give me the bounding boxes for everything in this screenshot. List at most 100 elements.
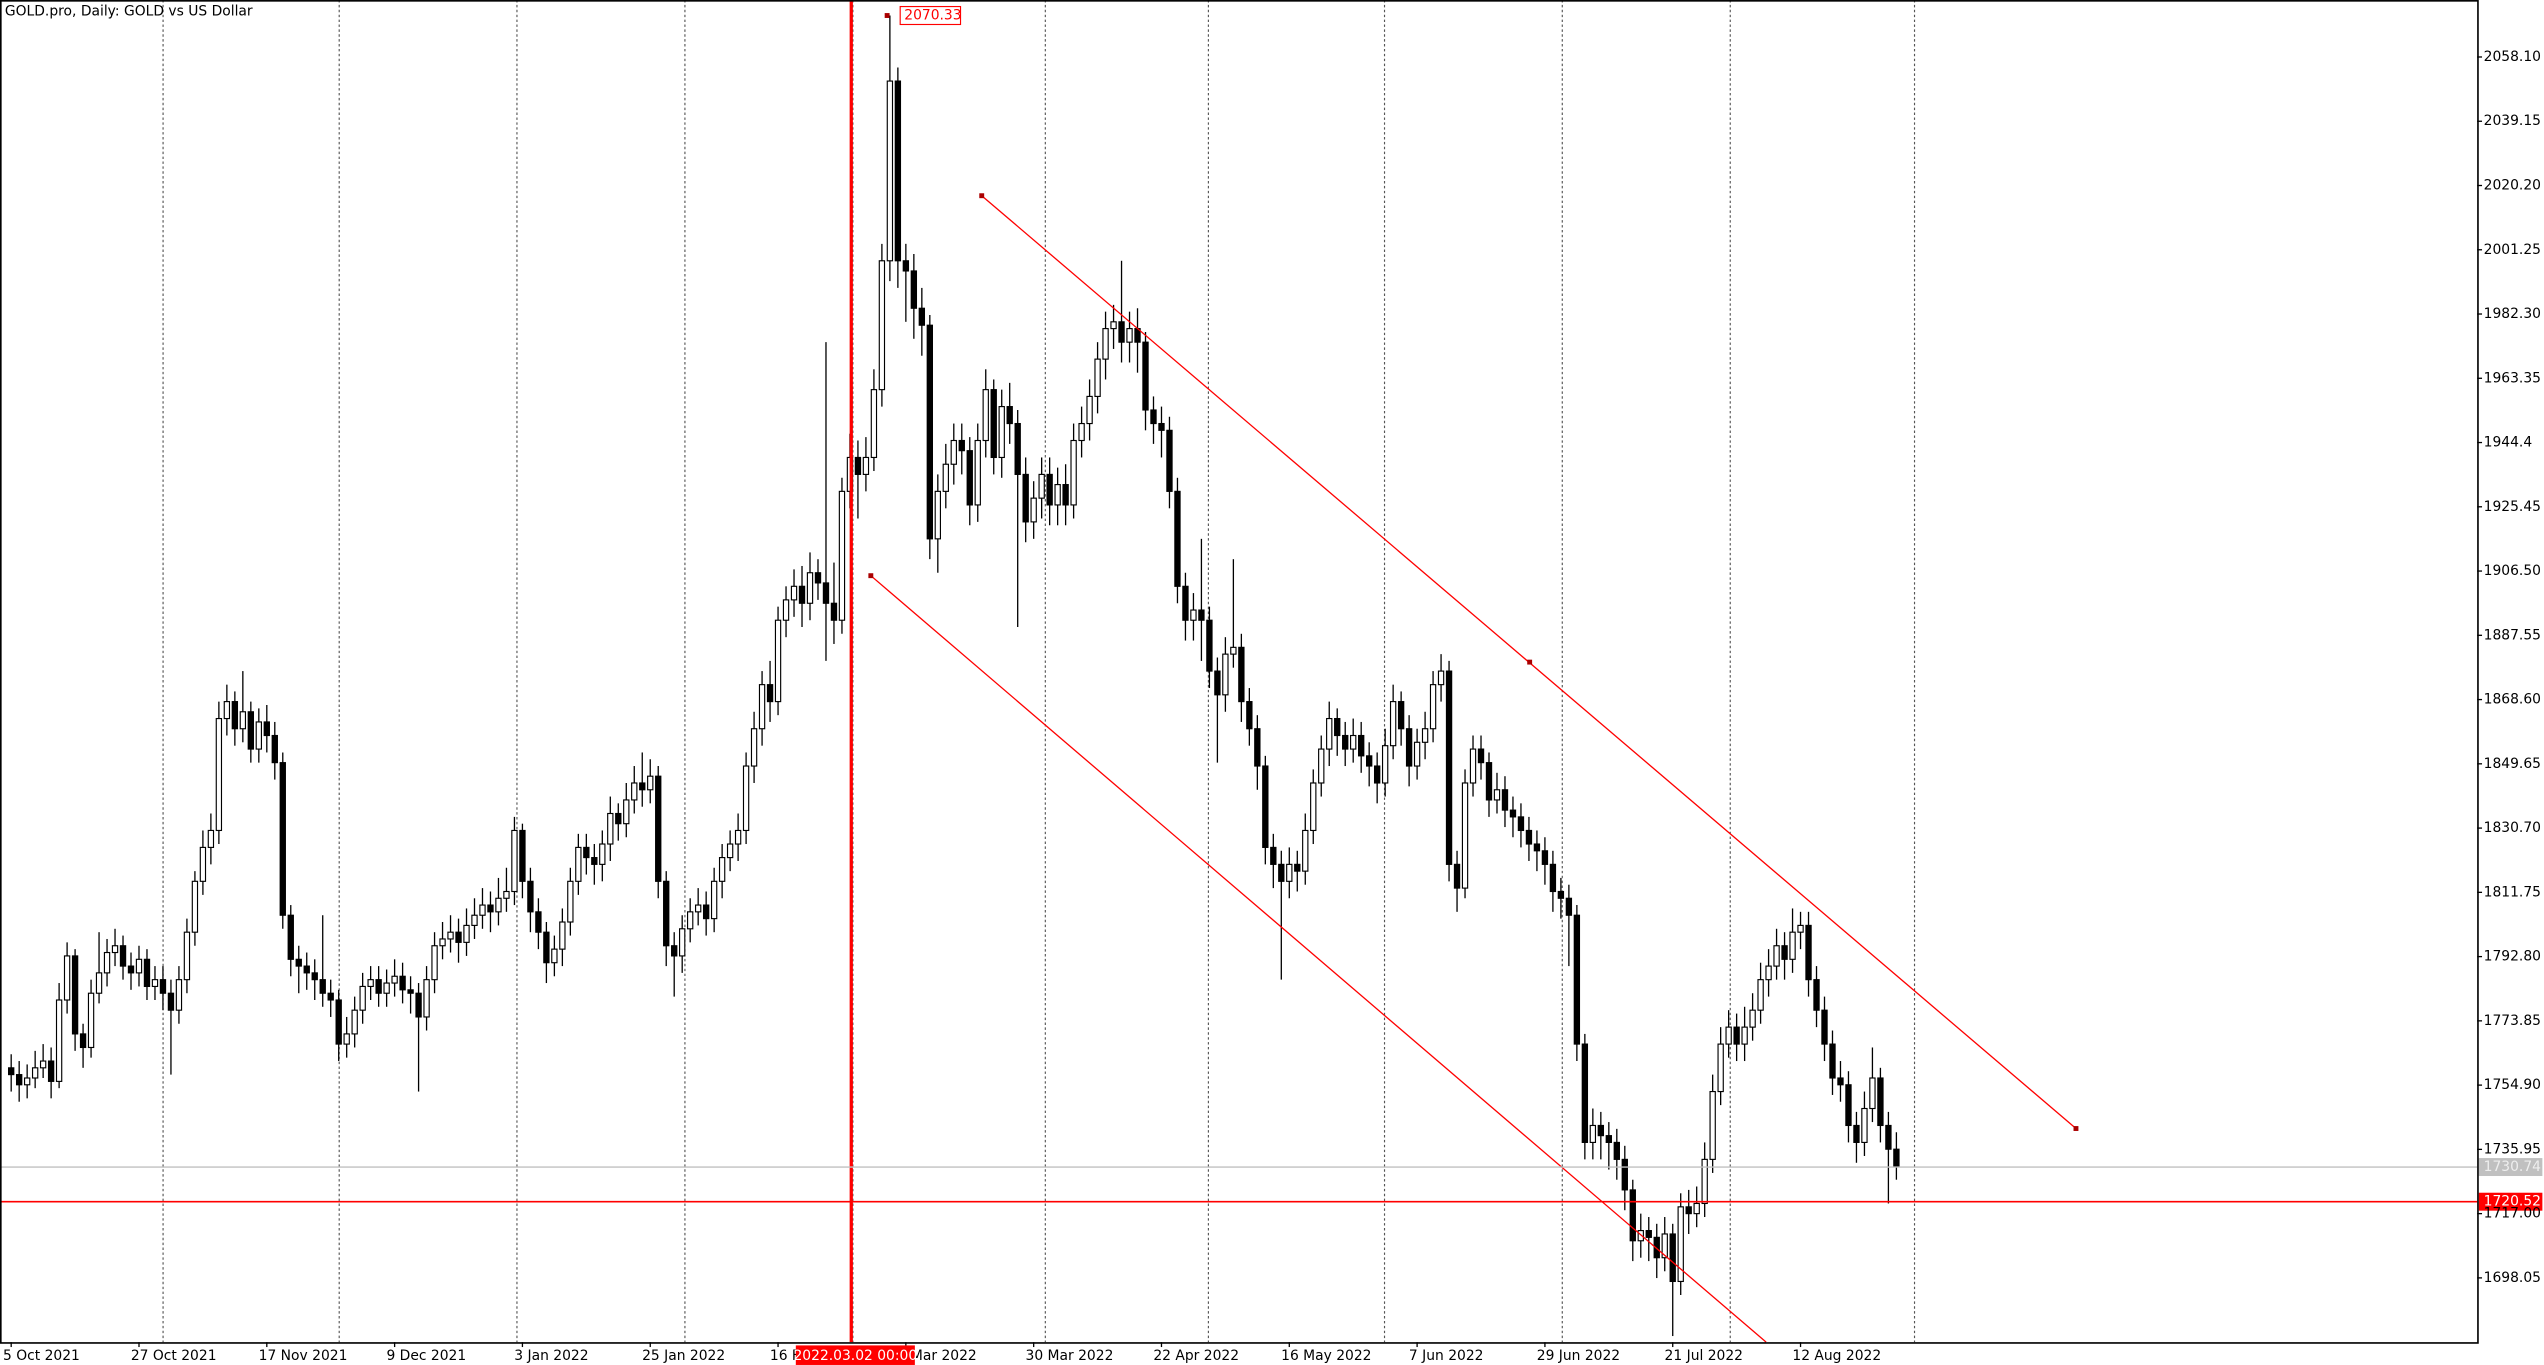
candle-body-down (671, 945, 678, 957)
candle-body-down (1645, 1230, 1652, 1238)
y-tick-label: 1830.70 (2484, 820, 2541, 836)
candle-body-up (1310, 782, 1317, 832)
candle-body-up (471, 914, 478, 926)
candle-body-down (1270, 846, 1277, 865)
candle-body-up (391, 975, 398, 984)
candle-body-down (1781, 945, 1788, 960)
candle-body-down (910, 270, 918, 309)
candle-body-up (215, 717, 223, 832)
candle-body-down (1278, 863, 1285, 882)
candle-body-up (1318, 748, 1325, 784)
candle-body-down (79, 1033, 87, 1049)
candle-body-up (1421, 728, 1429, 743)
x-tick-label: 9 Mar 2022 (898, 1348, 977, 1364)
bid-label: 1730.74 (2484, 1159, 2541, 1175)
candle-body-up (694, 904, 702, 913)
x-tick-label: 16 May 2022 (1281, 1348, 1371, 1364)
candle-body-up (1701, 1158, 1708, 1205)
y-tick-label: 1811.75 (2484, 884, 2541, 900)
candle-body-up (463, 924, 470, 943)
x-tick-label: 22 Apr 2022 (1153, 1348, 1239, 1364)
candle-body-down (1174, 490, 1181, 587)
trend-anchor (979, 193, 985, 199)
axis-labels: 2058.10 2039.15 2020.20 2001.25 1982.30 1963.… (3, 49, 2541, 1364)
candle-body-down (854, 456, 862, 475)
candle-body-up (790, 585, 798, 601)
crosshair-time-label: 2022.03.02 00:00 (793, 1348, 917, 1364)
crosshair-price-label: 1720.52 (2484, 1194, 2541, 1210)
candle-body-down (1118, 321, 1125, 343)
candle-body-up (447, 931, 454, 940)
y-tick-label: 1717.00 (2484, 1206, 2541, 1222)
candle-body-down (1477, 748, 1485, 764)
candle-body-up (207, 829, 215, 848)
candle-body-down (822, 582, 830, 604)
crosshair-price-box (2478, 1192, 2543, 1211)
candle-body-up (1493, 789, 1501, 801)
candle-body-down (1254, 728, 1261, 767)
candle-body-up (439, 938, 446, 947)
candle-body-up (1086, 395, 1093, 425)
candle-body-down (1541, 850, 1549, 865)
candle-body-down (143, 958, 151, 988)
candle-body-up (1350, 734, 1357, 750)
candle-body-down (1885, 1124, 1892, 1150)
candle-body-up (1190, 609, 1197, 621)
candle-body-up (734, 829, 742, 845)
trend-anchor (868, 573, 874, 579)
candle-body-down (15, 1074, 23, 1086)
candle-body-down (926, 324, 934, 540)
candle-body-down (1533, 843, 1541, 852)
candle-body-down (1198, 609, 1205, 621)
x-tick-label: 27 Oct 2021 (131, 1348, 217, 1364)
candle-body-down (71, 955, 79, 1035)
y-tick-label: 1849.65 (2484, 756, 2541, 772)
candle-body-down (1549, 863, 1557, 893)
candle-body-down (1342, 734, 1349, 750)
candle-body-up (383, 982, 390, 994)
candle-body-down (1262, 765, 1269, 848)
candle-body-up (1302, 829, 1309, 872)
candle-body-up (1110, 321, 1117, 330)
candle-body-down (487, 904, 494, 913)
candle-body-down (375, 979, 382, 994)
candle-body-down (1294, 863, 1301, 872)
candle-body-down (303, 965, 310, 974)
candle-body-up (1749, 1009, 1756, 1028)
candle-body-up (1030, 497, 1037, 523)
candle-body-up (806, 572, 814, 604)
high-label: 2070.33 (904, 8, 961, 24)
candle-body-down (295, 958, 302, 967)
candle-body-down (1365, 755, 1373, 767)
candle-body-up (886, 80, 894, 262)
candle-body-up (367, 979, 374, 988)
candle-body-up (567, 880, 574, 923)
y-tick-label: 1887.55 (2484, 627, 2541, 643)
candle-body-up (495, 897, 502, 913)
y-tick-label: 2020.20 (2484, 178, 2541, 194)
candle-body-up (1765, 965, 1772, 981)
candles (8, 15, 1900, 1337)
candle-body-down (1893, 1148, 1900, 1167)
candle-body-down (279, 762, 286, 916)
candle-body-up (1693, 1202, 1700, 1215)
candle-body-up (838, 490, 846, 621)
x-tick-label: 5 Oct 2021 (3, 1348, 80, 1364)
candle-body-down (1150, 409, 1157, 425)
candle-body-up (1054, 484, 1061, 506)
candle-body-down (47, 1060, 55, 1082)
candle-body-down (1158, 422, 1165, 431)
y-tick-label: 1925.45 (2484, 499, 2541, 515)
x-tick-label: 21 Jul 2022 (1665, 1348, 1743, 1364)
candle-body-up (686, 911, 694, 930)
candle-body-up (1381, 745, 1389, 784)
y-tick-label: 1792.80 (2484, 949, 2541, 965)
candle-body-up (503, 890, 510, 899)
candle-body-up (710, 880, 718, 920)
candle-body-up (1461, 782, 1469, 889)
candle-body-down (407, 989, 414, 994)
candle-body-down (119, 945, 127, 967)
candle-body-up (679, 928, 686, 957)
candle-body-down (1142, 341, 1149, 411)
candle-body-up (1797, 924, 1804, 933)
